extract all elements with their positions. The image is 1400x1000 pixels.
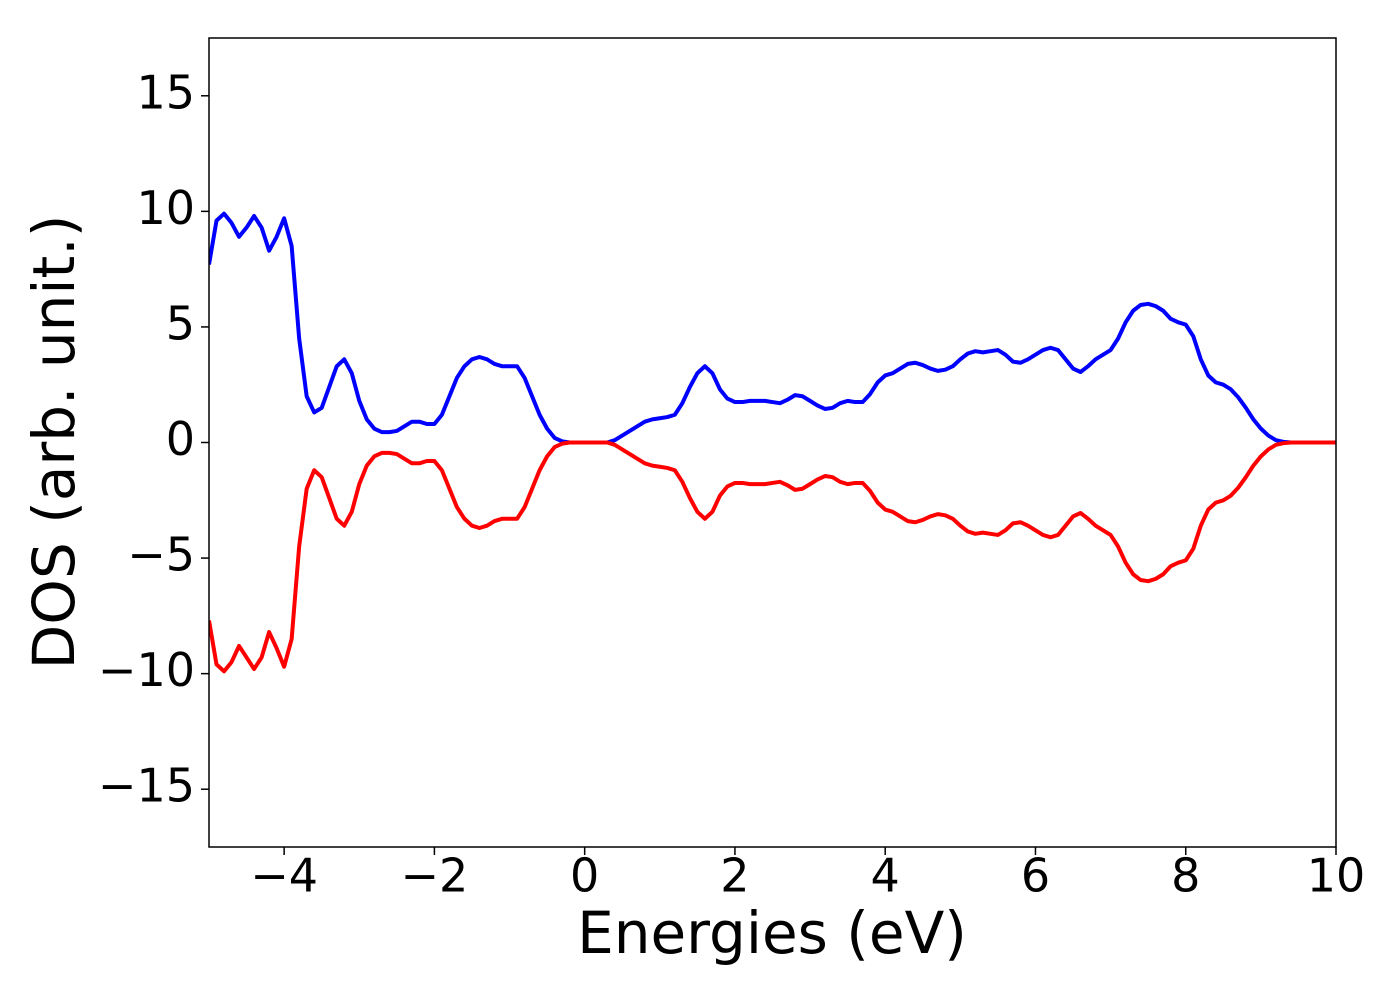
x-axis-label: Energies (eV): [577, 899, 967, 967]
y-tick-label: 0: [166, 412, 195, 466]
y-tick-label: −15: [98, 759, 195, 813]
x-tick-label: 0: [570, 849, 599, 903]
x-tick-label: 10: [1307, 849, 1366, 903]
y-tick-label: −10: [98, 643, 195, 697]
y-tick-label: −5: [127, 528, 195, 582]
x-tick-label: −4: [250, 849, 318, 903]
x-tick-label: −2: [400, 849, 468, 903]
x-tick-label: 2: [720, 849, 749, 903]
x-tick-label: 4: [871, 849, 900, 903]
x-tick-label: 8: [1171, 849, 1200, 903]
y-tick-label: 10: [136, 181, 195, 235]
x-tick-label: 6: [1021, 849, 1050, 903]
line-series: [209, 211, 1336, 445]
line-series: [209, 440, 1336, 674]
y-tick-label: 15: [136, 65, 195, 119]
y-axis-label: DOS (arb. unit.): [20, 215, 88, 670]
plot-frame: [208, 37, 1337, 848]
y-tick-label: 5: [166, 296, 195, 350]
